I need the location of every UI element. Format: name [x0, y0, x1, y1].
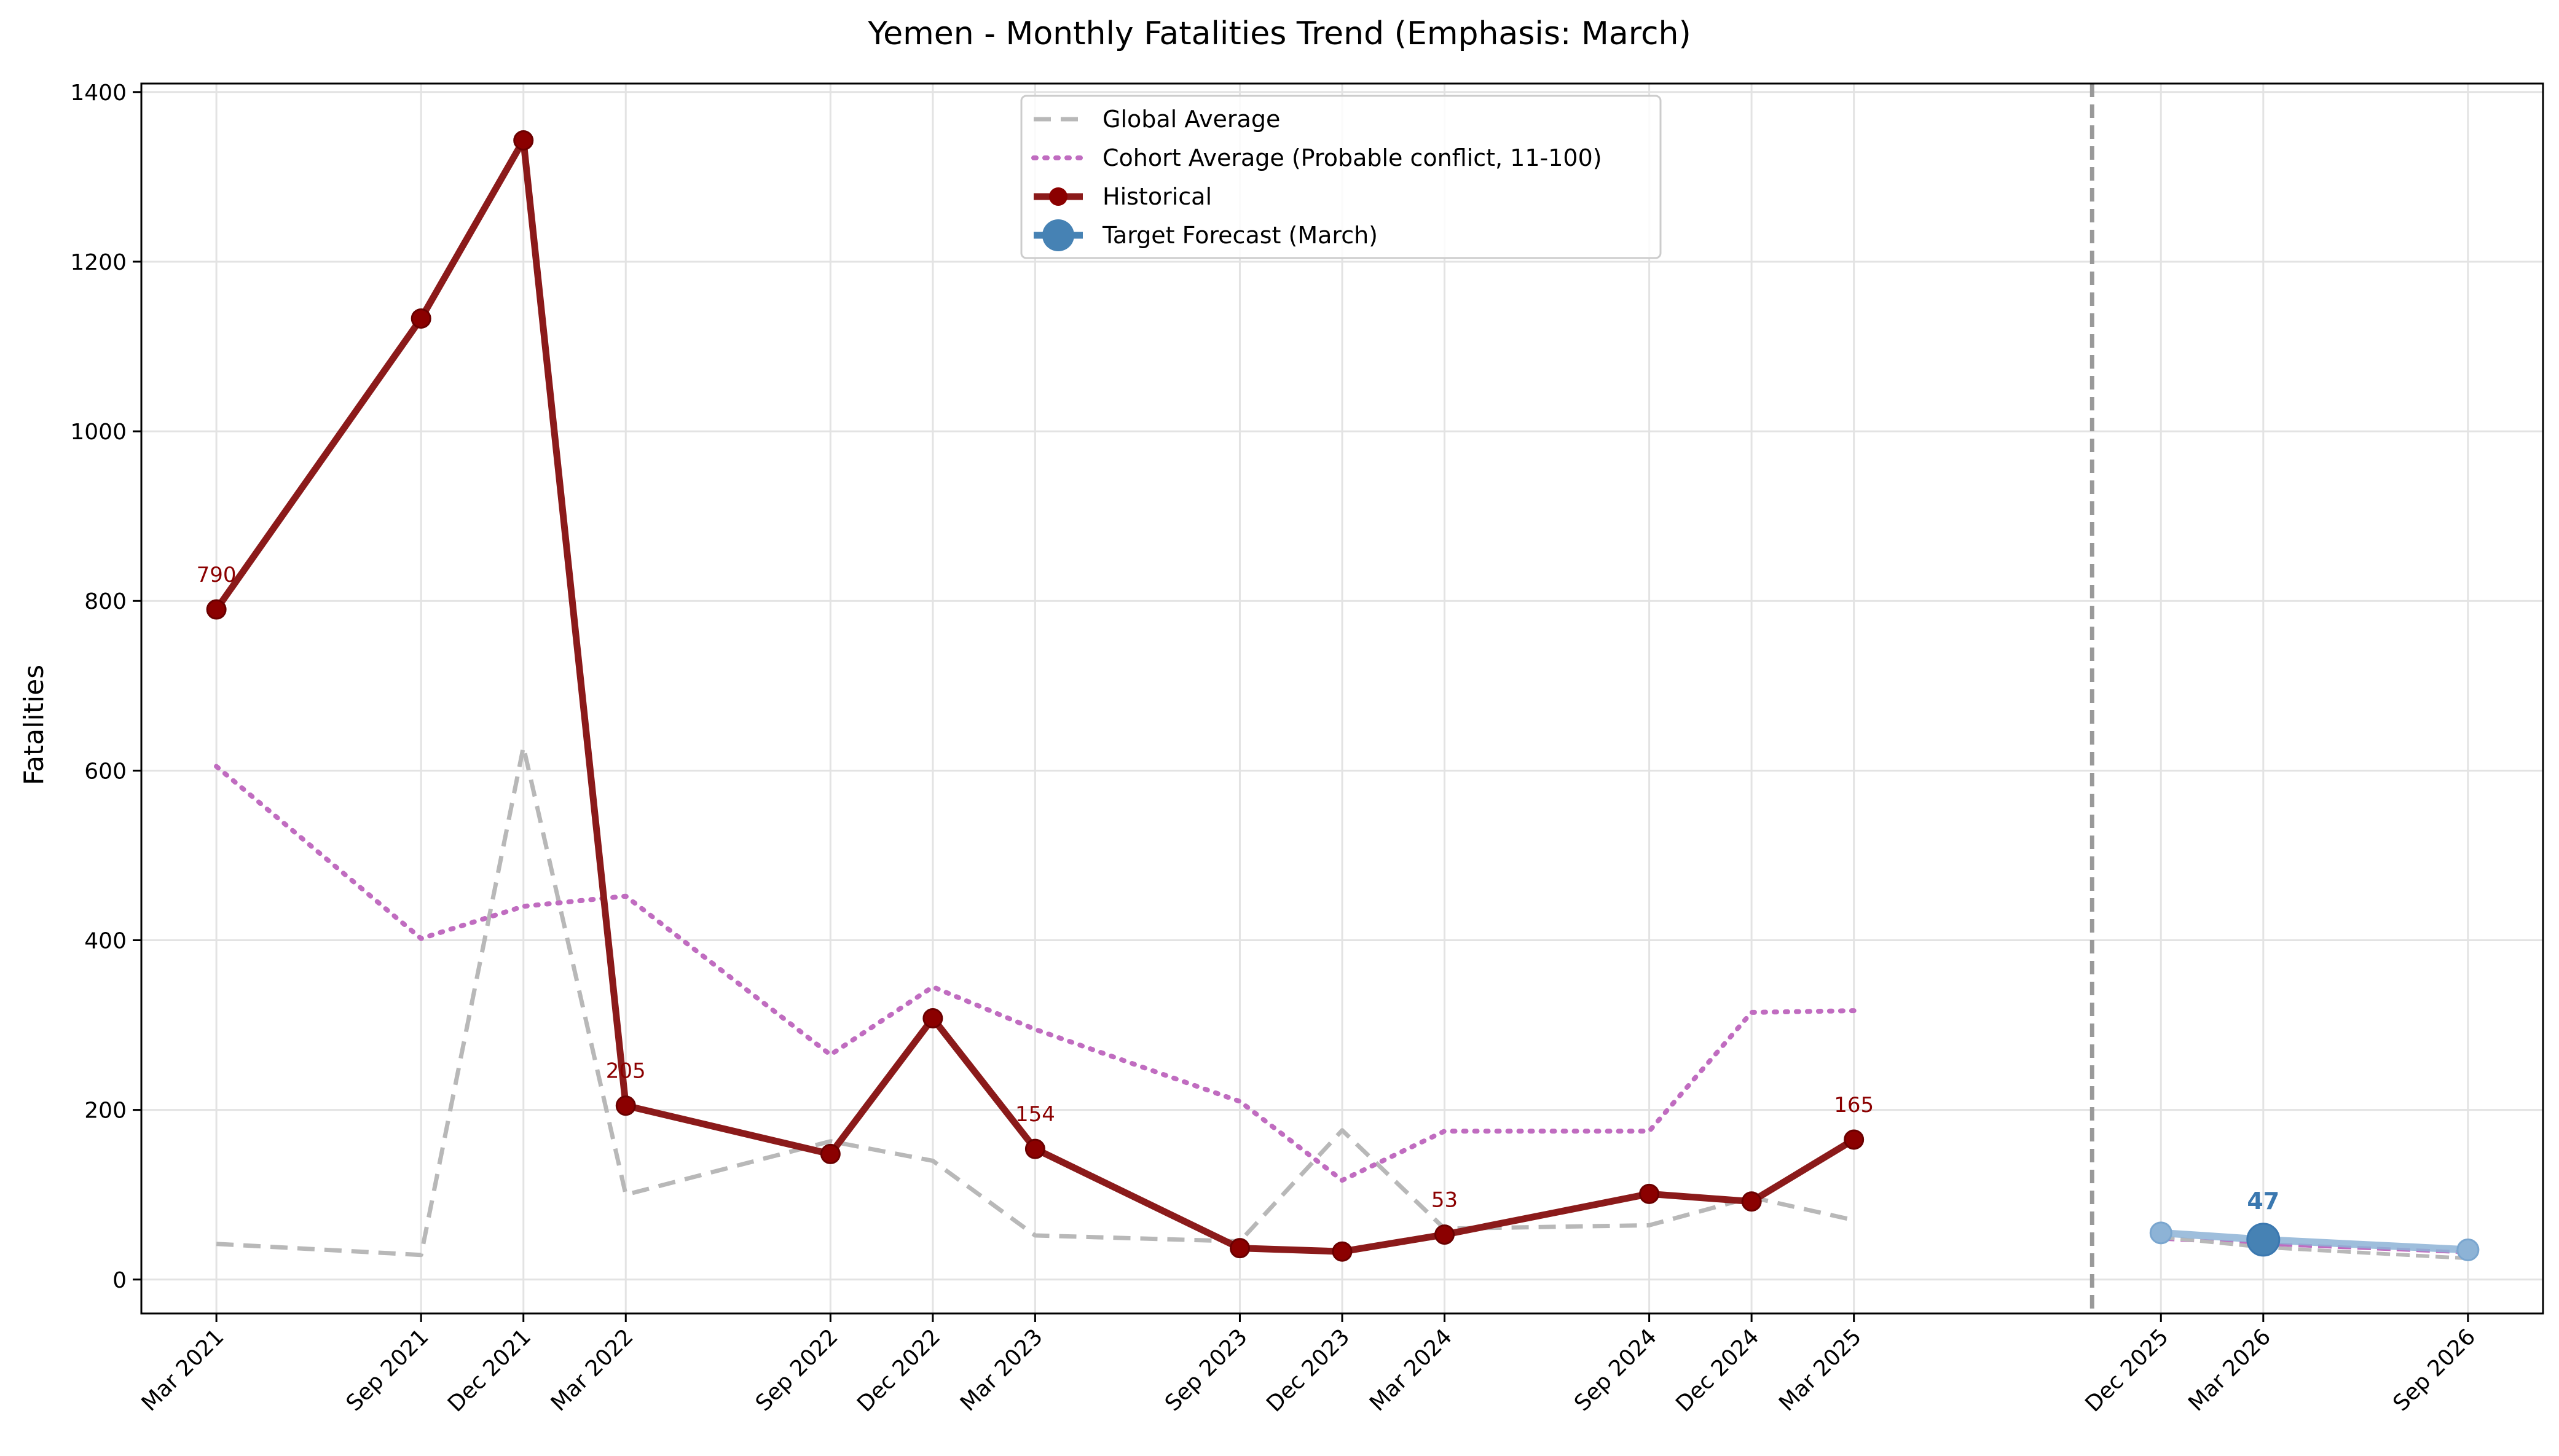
- historical-point: [1229, 1238, 1250, 1259]
- y-tick-label: 400: [84, 928, 127, 953]
- cohort-average-probable-conflict-11-100-line: [214, 764, 1857, 1183]
- legend-label: Cohort Average (Probable conflict, 11-10…: [1103, 144, 1602, 171]
- x-tick-label: Sep 2021: [342, 1324, 434, 1416]
- y-tick-label: 200: [84, 1098, 127, 1124]
- x-tick-label: Dec 2024: [1671, 1324, 1764, 1417]
- historical-point: [411, 308, 431, 329]
- legend-label: Target Forecast (March): [1102, 222, 1378, 249]
- historical-point: [206, 599, 227, 620]
- legend-swatch-marker: [1042, 219, 1074, 251]
- x-tick-label: Dec 2022: [852, 1324, 945, 1417]
- historical-point: [615, 1095, 636, 1116]
- y-tick-label: 600: [84, 759, 127, 784]
- x-tick-label: Sep 2024: [1570, 1324, 1662, 1416]
- x-tick-label: Mar 2021: [137, 1324, 229, 1416]
- forecast-value-label: 47: [2247, 1188, 2279, 1215]
- historical-point: [820, 1143, 841, 1164]
- x-tick-label: Mar 2023: [956, 1324, 1048, 1416]
- y-tick-label: 1400: [70, 80, 127, 106]
- x-tick-label: Mar 2022: [546, 1324, 639, 1416]
- x-tick-label: Dec 2025: [2081, 1324, 2174, 1417]
- y-tick-label: 1200: [70, 250, 127, 275]
- historical-value-label: 165: [1834, 1093, 1874, 1117]
- historical-point: [1332, 1241, 1353, 1262]
- x-tick-label: Sep 2022: [751, 1324, 843, 1416]
- y-tick-label: 800: [84, 589, 127, 614]
- legend-swatch-marker: [1049, 187, 1067, 206]
- target-forecast-point: [2246, 1223, 2281, 1257]
- y-axis-label: Fatalities: [18, 665, 50, 785]
- historical-value-label: 790: [197, 563, 237, 587]
- legend: Global Average Cohort Average (Probable c…: [1020, 95, 1662, 259]
- forecast-point: [2149, 1221, 2172, 1245]
- x-tick-label: Sep 2026: [2388, 1324, 2480, 1416]
- legend-label: Historical: [1103, 183, 1212, 210]
- legend-label: Global Average: [1103, 106, 1280, 133]
- x-tick-label: Sep 2023: [1160, 1324, 1252, 1416]
- chart-title: Yemen - Monthly Fatalities Trend (Emphas…: [867, 15, 1691, 52]
- global-average-line: [216, 745, 1855, 1258]
- historical-point: [1639, 1183, 1660, 1204]
- historical-value-label: 154: [1015, 1102, 1055, 1127]
- y-tick-label: 1000: [70, 420, 127, 445]
- x-tick-label: Dec 2023: [1262, 1324, 1354, 1417]
- grid: [141, 84, 2543, 1313]
- historical-value-label: 53: [1431, 1188, 1458, 1213]
- x-tick-label: Mar 2026: [2184, 1324, 2276, 1416]
- y-tick-label: 0: [112, 1268, 127, 1293]
- historical-value-label: 205: [606, 1059, 646, 1084]
- historical-point: [1434, 1224, 1455, 1245]
- series-layer: 790 205 154 53 165 47: [197, 130, 2480, 1262]
- historical-point: [513, 130, 534, 151]
- historical-point: [1844, 1129, 1865, 1150]
- x-tick-label: Mar 2024: [1365, 1324, 1457, 1416]
- x-tick-label: Mar 2025: [1774, 1324, 1866, 1416]
- historical-point: [1741, 1191, 1762, 1212]
- historical-point: [922, 1008, 943, 1029]
- x-tick-label: Dec 2021: [443, 1324, 536, 1417]
- forecast-point: [2456, 1238, 2480, 1261]
- legend-box: [1020, 95, 1662, 259]
- historical-point: [1024, 1138, 1045, 1159]
